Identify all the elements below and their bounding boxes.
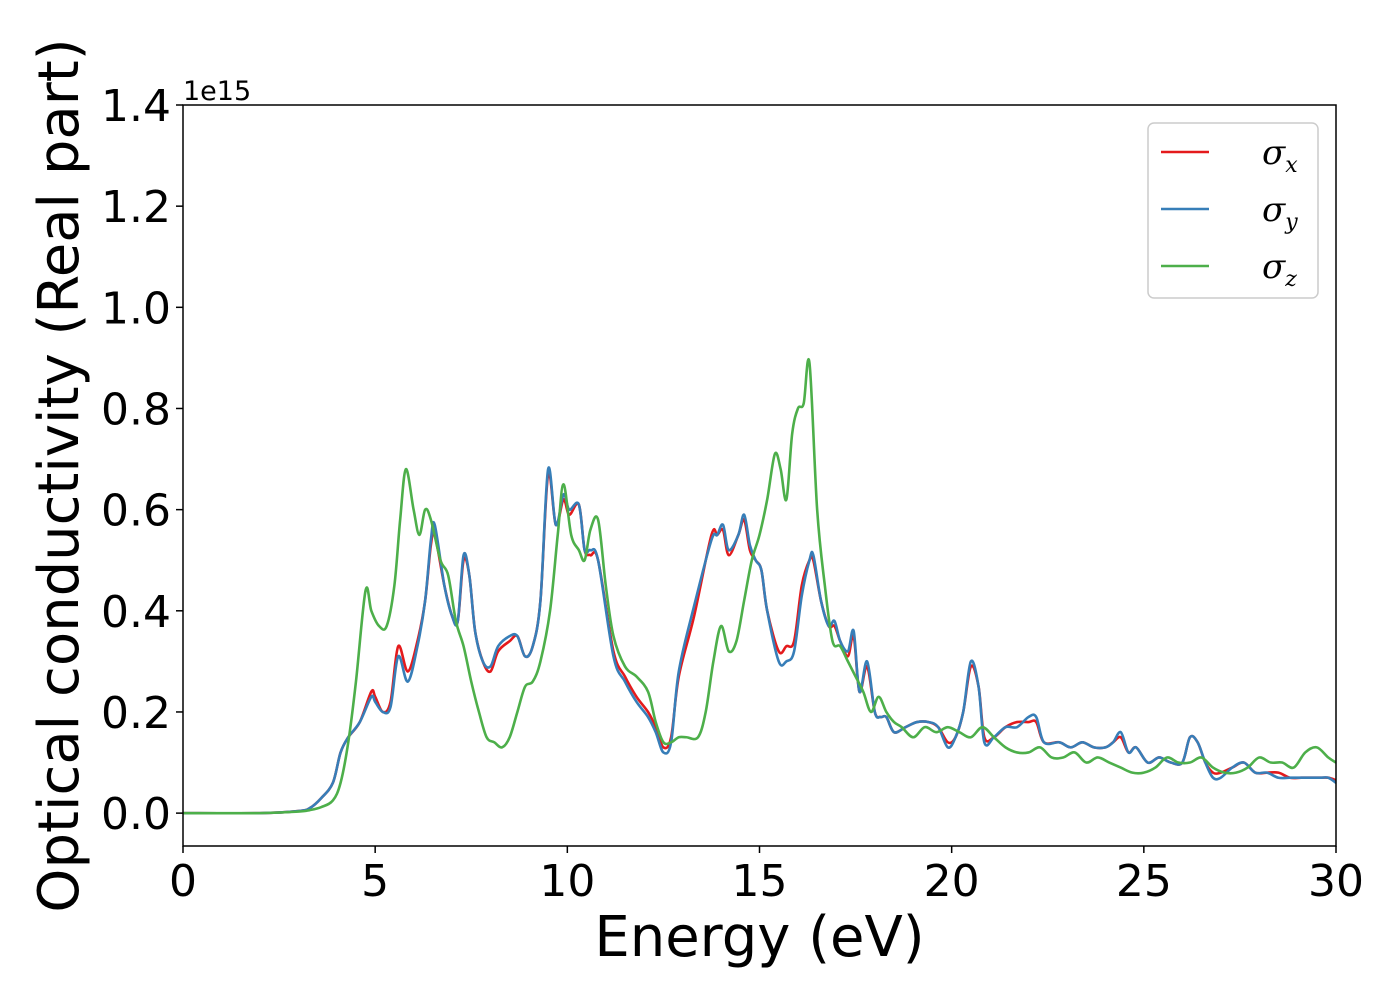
x-axis-label: Energy (eV) bbox=[594, 905, 924, 970]
y-tick-label: 0.4 bbox=[101, 587, 171, 638]
y-tick-label: 1.0 bbox=[101, 283, 171, 334]
x-tick-label: 25 bbox=[1116, 856, 1172, 907]
legend-label-sigma-z: σz bbox=[1262, 247, 1297, 292]
y-tick-label: 0.8 bbox=[101, 384, 171, 435]
series-line-sigma-x bbox=[183, 471, 1336, 815]
x-tick-label: 30 bbox=[1308, 856, 1364, 907]
series-line-sigma-y bbox=[183, 466, 1336, 815]
x-tick-label: 15 bbox=[732, 856, 788, 907]
y-tick-label: 0.0 bbox=[101, 789, 171, 840]
legend-frame bbox=[1147, 122, 1319, 299]
y-tick-label: 0.2 bbox=[101, 688, 171, 739]
y-tick-label: 0.6 bbox=[101, 486, 171, 537]
x-tick-label: 10 bbox=[539, 856, 595, 907]
legend-label-sigma-x: σx bbox=[1262, 133, 1298, 178]
y-axis-offset-text: 1e15 bbox=[183, 76, 251, 107]
legend-label-sigma-y: σy bbox=[1262, 190, 1298, 235]
y-axis-ticks: 0.0 0.2 0.4 0.6 0.8 1.0 1.2 1.4 bbox=[101, 81, 183, 840]
series-line-sigma-z bbox=[183, 358, 1336, 815]
y-tick-label: 1.2 bbox=[101, 182, 171, 233]
legend: σx σy σz bbox=[1147, 122, 1319, 299]
x-tick-label: 5 bbox=[361, 856, 389, 907]
x-tick-label: 0 bbox=[169, 856, 197, 907]
x-tick-label: 20 bbox=[924, 856, 980, 907]
x-axis-ticks: 0 5 10 15 20 25 30 bbox=[169, 846, 1364, 907]
series-lines bbox=[183, 358, 1336, 815]
y-tick-label: 1.4 bbox=[101, 81, 171, 132]
y-axis-label: Optical conductivity (Real part) bbox=[27, 38, 92, 912]
